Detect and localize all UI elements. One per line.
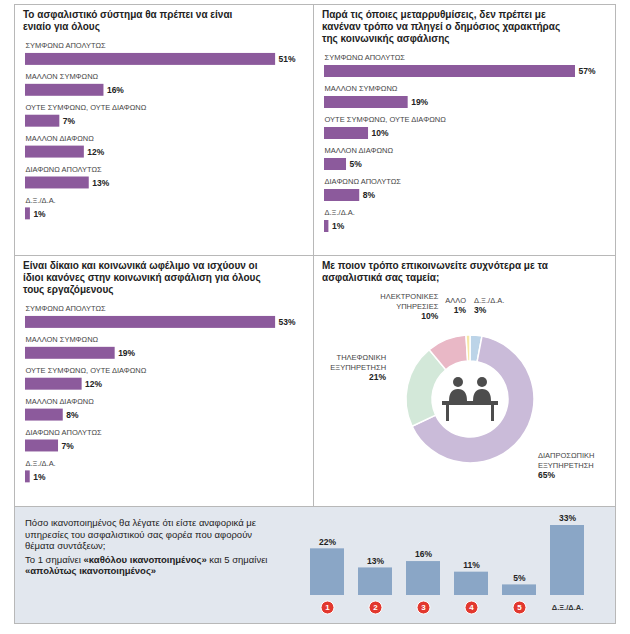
svg-text:16%: 16% — [107, 85, 124, 95]
svg-text:21%: 21% — [369, 372, 386, 382]
html-text:Παρά τις όποιες μεταρρυθμίσεις: Παρά τις όποιες μεταρρυθμίσεις, δεν πρέπ… — [322, 9, 561, 44]
svg-text:ΜΑΛΛΟΝ ΔΙΑΦΩΝΩ: ΜΑΛΛΟΝ ΔΙΑΦΩΝΩ — [325, 146, 394, 155]
svg-text:10%: 10% — [421, 311, 438, 321]
html-text:Το ασφαλιστικό σύστημα θα πρέπ: Το ασφαλιστικό σύστημα θα πρέπει να είνα… — [23, 9, 233, 32]
svg-text:Δ.Ξ./Δ.Α.: Δ.Ξ./Δ.Α. — [25, 196, 55, 205]
svg-text:12%: 12% — [87, 147, 104, 157]
svg-text:ΣΥΜΦΩΝΩ ΑΠΟΛΥΤΩΣ: ΣΥΜΦΩΝΩ ΑΠΟΛΥΤΩΣ — [25, 304, 105, 313]
svg-text:13%: 13% — [367, 556, 384, 566]
svg-text:Δ.Ξ./Δ.Α.: Δ.Ξ./Δ.Α. — [25, 459, 55, 468]
svg-text:3: 3 — [421, 603, 426, 612]
svg-text:1: 1 — [325, 603, 330, 612]
html-text:Πόσο ικανοποιημένος θα λέγατε: Πόσο ικανοποιημένος θα λέγατε ότι είστε … — [25, 517, 257, 551]
svg-text:57%: 57% — [579, 66, 596, 76]
svg-text:7%: 7% — [63, 116, 76, 126]
svg-text:16%: 16% — [415, 549, 432, 559]
svg-text:5%: 5% — [350, 159, 363, 169]
svg-text:Δ.Ξ./Δ.Α.: Δ.Ξ./Δ.Α. — [474, 296, 504, 305]
svg-text:ΟΥΤΕ ΣΥΜΦΩΝΩ, ΟΥΤΕ ΔΙΑΦΩΝΩ: ΟΥΤΕ ΣΥΜΦΩΝΩ, ΟΥΤΕ ΔΙΑΦΩΝΩ — [25, 366, 146, 375]
html-text:Το 1 σημαίνει «καθόλου ικανοπο: Το 1 σημαίνει «καθόλου ικανοποιημένος» κ… — [25, 553, 268, 565]
svg-text:10%: 10% — [372, 128, 389, 138]
svg-text:ΜΑΛΛΟΝ ΣΥΜΦΩΝΩ: ΜΑΛΛΟΝ ΣΥΜΦΩΝΩ — [325, 84, 398, 93]
svg-text:7%: 7% — [62, 441, 75, 451]
svg-text:5: 5 — [517, 603, 522, 612]
svg-text:ΟΥΤΕ ΣΥΜΦΩΝΩ, ΟΥΤΕ ΔΙΑΦΩΝΩ: ΟΥΤΕ ΣΥΜΦΩΝΩ, ΟΥΤΕ ΔΙΑΦΩΝΩ — [25, 103, 146, 112]
svg-text:Δ.Ξ./Δ.Α.: Δ.Ξ./Δ.Α. — [552, 603, 583, 612]
svg-text:19%: 19% — [411, 97, 428, 107]
svg-text:ΤΗΛΕΦΩΝΙΚΗ: ΤΗΛΕΦΩΝΙΚΗ — [337, 353, 387, 362]
svg-text:ΕΞΥΠΗΡΕΤΗΣΗ: ΕΞΥΠΗΡΕΤΗΣΗ — [538, 461, 594, 470]
svg-text:1%: 1% — [33, 209, 46, 219]
svg-text:ΥΠΗΡΕΣΙΕΣ: ΥΠΗΡΕΣΙΕΣ — [396, 302, 439, 311]
svg-text:Δ.Ξ./Δ.Α.: Δ.Ξ./Δ.Α. — [325, 208, 355, 217]
svg-text:53%: 53% — [279, 317, 296, 327]
svg-text:19%: 19% — [118, 348, 135, 358]
svg-text:2: 2 — [373, 603, 378, 612]
html-text:Με ποιον τρόπο επικοινωνείτε σ: Με ποιον τρόπο επικοινωνείτε συχνότερα μ… — [322, 260, 548, 283]
html-text:Είναι δίκαιο και κοινωνικά ωφέ: Είναι δίκαιο και κοινωνικά ωφέλιμο να ισ… — [23, 260, 261, 295]
svg-text:ΜΑΛΛΟΝ ΣΥΜΦΩΝΩ: ΜΑΛΛΟΝ ΣΥΜΦΩΝΩ — [25, 72, 98, 81]
svg-text:1%: 1% — [454, 305, 467, 315]
svg-text:ΣΥΜΦΩΝΩ ΑΠΟΛΥΤΩΣ: ΣΥΜΦΩΝΩ ΑΠΟΛΥΤΩΣ — [25, 41, 105, 50]
svg-text:51%: 51% — [279, 54, 296, 64]
svg-text:ΔΙΑΦΩΝΩ ΑΠΟΛΥΤΩΣ: ΔΙΑΦΩΝΩ ΑΠΟΛΥΤΩΣ — [325, 177, 402, 186]
svg-text:ΔΙΑΠΡΟΣΩΠΙΚΗ: ΔΙΑΠΡΟΣΩΠΙΚΗ — [538, 451, 595, 460]
svg-text:3%: 3% — [474, 305, 487, 315]
svg-text:ΗΛΕΚΤΡΟΝΙΚΕΣ: ΗΛΕΚΤΡΟΝΙΚΕΣ — [380, 292, 438, 301]
svg-text:1%: 1% — [33, 472, 46, 482]
svg-text:8%: 8% — [363, 190, 376, 200]
svg-text:ΣΥΜΦΩΝΩ ΑΠΟΛΥΤΩΣ: ΣΥΜΦΩΝΩ ΑΠΟΛΥΤΩΣ — [325, 53, 406, 62]
svg-text:5%: 5% — [513, 573, 526, 583]
svg-text:12%: 12% — [85, 379, 102, 389]
html-text:«απολύτως ικανοποιημένος»: «απολύτως ικανοποιημένος» — [25, 565, 157, 576]
svg-text:13%: 13% — [92, 178, 109, 188]
svg-text:ΜΑΛΛΟΝ ΔΙΑΦΩΝΩ: ΜΑΛΛΟΝ ΔΙΑΦΩΝΩ — [25, 397, 94, 406]
svg-text:ΔΙΑΦΩΝΩ ΑΠΟΛΥΤΩΣ: ΔΙΑΦΩΝΩ ΑΠΟΛΥΤΩΣ — [25, 428, 101, 437]
svg-text:11%: 11% — [463, 560, 480, 570]
svg-text:4: 4 — [469, 603, 474, 612]
svg-text:ΜΑΛΛΟΝ ΔΙΑΦΩΝΩ: ΜΑΛΛΟΝ ΔΙΑΦΩΝΩ — [25, 134, 94, 143]
svg-text:8%: 8% — [66, 410, 79, 420]
svg-text:65%: 65% — [538, 470, 555, 480]
svg-text:22%: 22% — [319, 537, 336, 547]
svg-text:ΜΑΛΛΟΝ ΣΥΜΦΩΝΩ: ΜΑΛΛΟΝ ΣΥΜΦΩΝΩ — [25, 335, 98, 344]
svg-text:ΔΙΑΦΩΝΩ ΑΠΟΛΥΤΩΣ: ΔΙΑΦΩΝΩ ΑΠΟΛΥΤΩΣ — [25, 165, 101, 174]
svg-text:1%: 1% — [332, 221, 345, 231]
svg-text:33%: 33% — [559, 513, 576, 523]
svg-text:ΕΞΥΠΗΡΕΤΗΣΗ: ΕΞΥΠΗΡΕΤΗΣΗ — [330, 363, 386, 372]
svg-text:ΑΛΛΟ: ΑΛΛΟ — [445, 296, 466, 305]
svg-text:ΟΥΤΕ ΣΥΜΦΩΝΩ, ΟΥΤΕ ΔΙΑΦΩΝΩ: ΟΥΤΕ ΣΥΜΦΩΝΩ, ΟΥΤΕ ΔΙΑΦΩΝΩ — [325, 115, 447, 124]
